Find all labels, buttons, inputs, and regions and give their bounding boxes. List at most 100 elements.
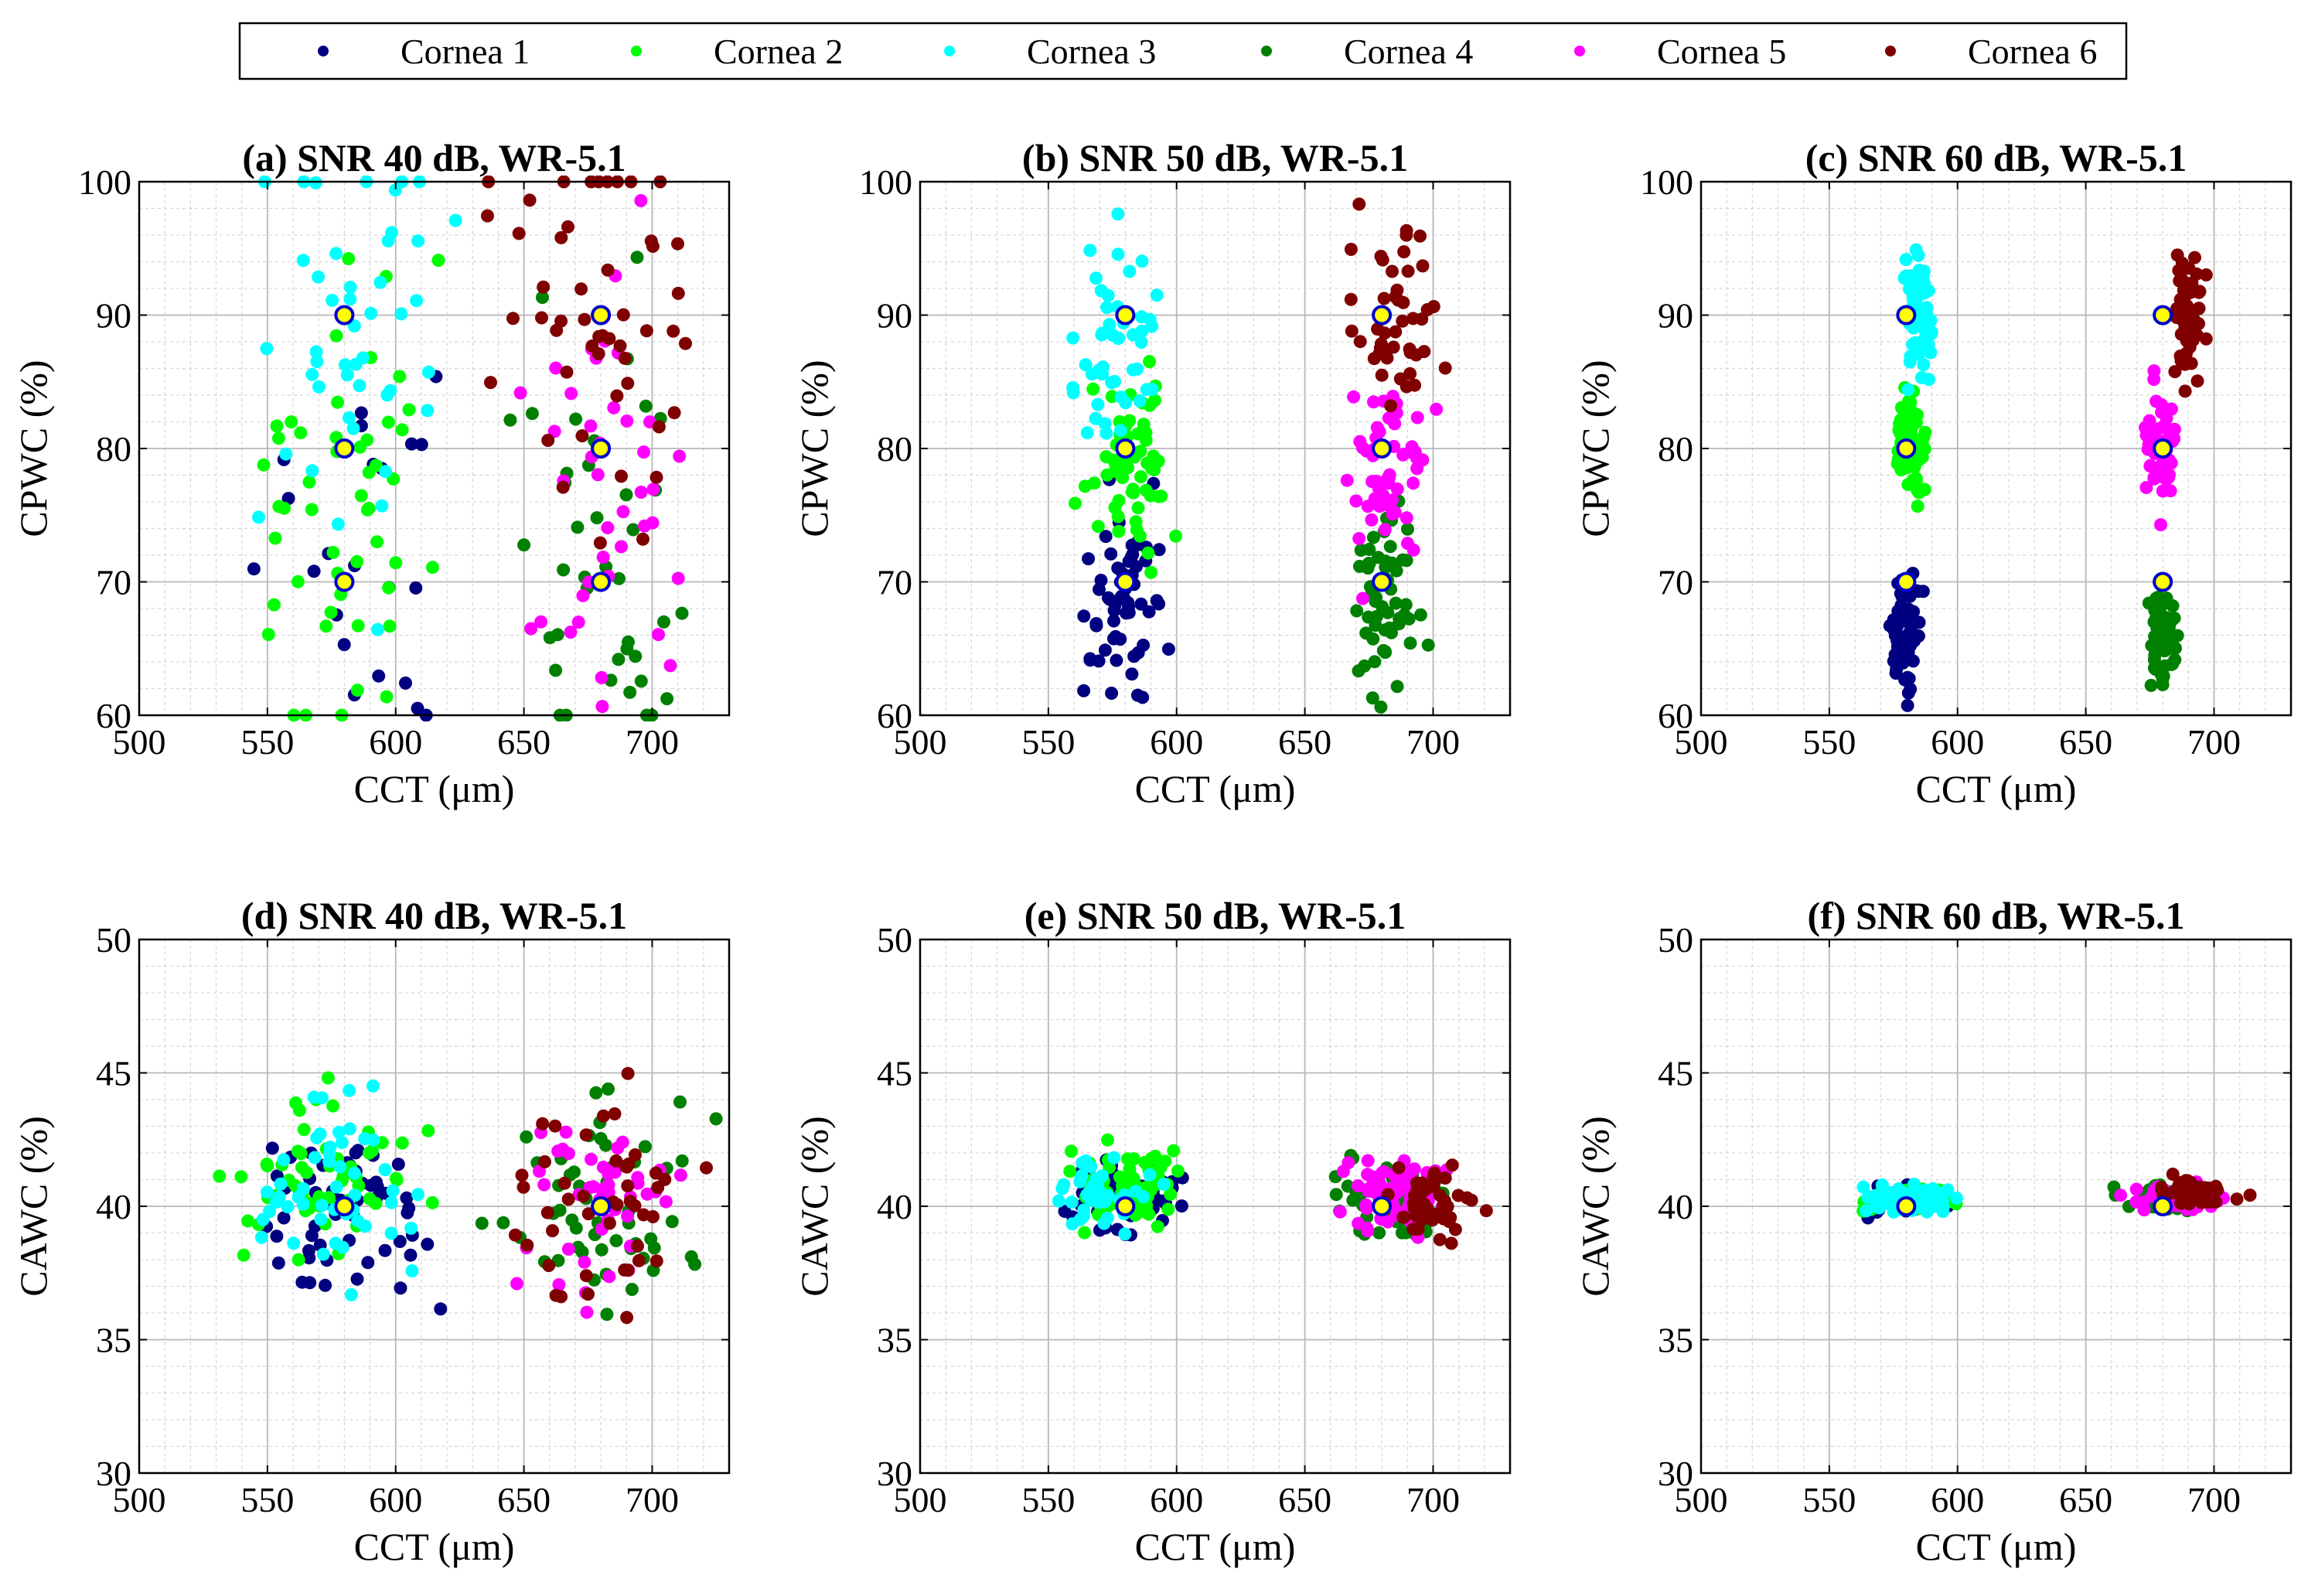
data-point <box>342 252 356 265</box>
data-point <box>1161 1202 1175 1216</box>
data-point <box>1111 561 1125 575</box>
data-point <box>363 1146 376 1160</box>
data-point <box>448 213 462 227</box>
data-point <box>551 628 564 642</box>
data-point <box>302 1251 316 1265</box>
data-point <box>540 1206 554 1219</box>
target-marker <box>1372 438 1393 459</box>
data-point <box>1924 346 1938 360</box>
data-point <box>1055 1182 1069 1195</box>
data-point <box>1391 293 1405 307</box>
data-point <box>1065 1195 1079 1209</box>
x-tick-label: 600 <box>1150 1480 1203 1519</box>
data-point <box>1914 370 1928 384</box>
data-point <box>2243 1188 2257 1202</box>
data-point <box>626 523 640 537</box>
data-point <box>350 1272 364 1286</box>
data-point <box>1077 684 1091 697</box>
data-point <box>621 1179 635 1193</box>
data-point <box>1096 360 1110 374</box>
data-point <box>1129 1185 1143 1199</box>
data-point <box>620 1160 634 1174</box>
data-point <box>1120 1152 1134 1166</box>
data-point <box>1392 1161 1406 1175</box>
data-point <box>1104 547 1118 561</box>
data-point <box>1870 1199 1884 1213</box>
data-point <box>331 517 345 531</box>
data-point <box>1885 1194 1899 1208</box>
data-point <box>421 365 435 379</box>
data-point <box>362 501 376 515</box>
data-point <box>268 598 281 612</box>
data-point <box>1373 486 1387 500</box>
x-tick-label: 650 <box>497 722 551 762</box>
data-point <box>1893 417 1906 431</box>
data-point <box>1430 402 1444 416</box>
data-point <box>2190 267 2204 281</box>
x-axis-label: CCT (μm) <box>1135 767 1296 810</box>
data-point <box>554 230 568 244</box>
data-point <box>1362 1185 1376 1198</box>
data-point <box>252 510 265 524</box>
data-point <box>1097 1216 1111 1230</box>
data-point <box>1111 332 1125 346</box>
data-point <box>1134 470 1147 484</box>
data-point <box>1360 444 1374 458</box>
data-point <box>1384 399 1398 413</box>
x-tick-label: 650 <box>2059 722 2112 762</box>
data-point <box>2199 268 2213 281</box>
data-point <box>1113 424 1127 438</box>
data-point <box>1127 363 1140 377</box>
data-point <box>649 1254 663 1268</box>
data-point <box>414 438 428 452</box>
data-point <box>382 581 396 595</box>
data-point <box>607 401 621 414</box>
data-point <box>2114 1188 2128 1202</box>
data-point <box>1167 1144 1181 1158</box>
data-point <box>601 263 615 277</box>
data-point <box>278 501 291 515</box>
data-point <box>1379 646 1393 660</box>
data-point <box>1164 1187 1178 1201</box>
data-point <box>523 193 537 207</box>
data-point <box>1950 1192 1963 1205</box>
data-point <box>1106 453 1120 467</box>
data-point <box>1372 1226 1386 1240</box>
data-point <box>2180 334 2194 348</box>
data-point <box>411 234 425 248</box>
data-point <box>2154 518 2167 532</box>
data-point <box>295 1161 309 1175</box>
data-point <box>285 415 298 429</box>
data-point <box>639 324 653 338</box>
data-point <box>658 1172 672 1186</box>
data-point <box>1382 468 1396 482</box>
data-point <box>2159 594 2173 608</box>
data-point <box>595 1243 609 1257</box>
data-point <box>1100 468 1114 482</box>
data-point <box>348 1188 362 1202</box>
data-point <box>1899 253 1913 267</box>
data-point <box>351 1214 365 1228</box>
data-point <box>1396 314 1410 328</box>
data-point <box>2129 1182 2143 1196</box>
x-tick-label: 500 <box>113 1480 166 1519</box>
data-point <box>506 312 520 326</box>
data-point <box>1366 530 1380 544</box>
data-point <box>630 251 644 264</box>
data-point <box>1912 486 1926 500</box>
data-point <box>616 308 630 322</box>
legend-label: Cornea 5 <box>1657 32 1786 71</box>
data-point <box>569 412 583 426</box>
data-point <box>1375 368 1389 382</box>
data-point <box>660 692 674 706</box>
y-tick-label: 40 <box>96 1187 131 1226</box>
data-point <box>525 407 539 421</box>
data-point <box>578 1255 591 1269</box>
data-point <box>496 1216 510 1229</box>
x-tick-label: 600 <box>1931 1480 1984 1519</box>
data-point <box>671 571 685 585</box>
data-point <box>618 351 632 365</box>
target-marker <box>334 571 355 592</box>
target-marker <box>1896 1196 1917 1216</box>
x-tick-label: 700 <box>2187 1480 2241 1519</box>
